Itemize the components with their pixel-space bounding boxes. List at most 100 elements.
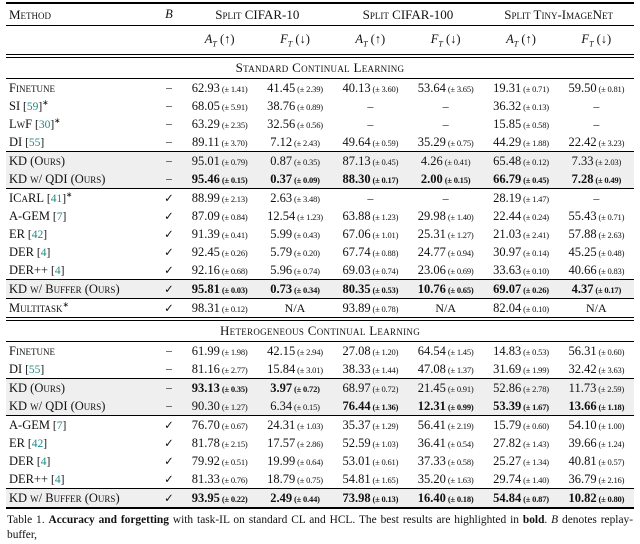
value-cell: 36.79 (± 2.16) [559,472,634,487]
metric-value: 52.59 [342,435,371,450]
std-dev: (± 1.88) [521,137,549,148]
citation-number[interactable]: 42 [31,228,44,241]
buffer-checkmark: ✓ [164,284,174,296]
metric-value: 40.66 [568,262,597,277]
citation-number[interactable]: 30 [38,119,51,132]
table-row: KD w/ Buffer (Ours) ✓ 93.95 (± 0.22) 2.49 (… [6,489,634,507]
value-cell: 53.64 (± 3.65) [408,81,483,96]
citation-number[interactable]: 42 [31,437,44,450]
metric-direction-arrow: (↓) [442,31,461,46]
group-separator-rule [6,188,634,189]
std-dev: (± 0.35) [219,383,248,394]
metric-value: 56.41 [417,417,446,432]
method-name: A-GEM [9,417,50,432]
citation-link[interactable]: [4] [34,456,50,468]
citation-link[interactable]: [7] [50,211,66,223]
std-dev: (± 1.40) [521,474,549,485]
method-label: A-GEM [7] [6,418,156,433]
citation-link[interactable]: [42] [25,438,47,450]
metric-value: 66.79 [493,171,522,186]
citation-link[interactable]: [30] [32,119,54,131]
citation-number[interactable]: 7 [56,419,63,432]
value-cell: 88.99 (± 2.13) [182,191,257,206]
citation-bracket: ] [62,193,67,206]
buffer-dash: – [166,82,172,94]
value-cell: 18.79 (± 0.75) [257,472,332,487]
table-caption: Table 1. Accuracy and forgetting with ta… [6,513,634,544]
citation-number[interactable]: 4 [54,264,61,277]
std-dev: (± 1.41) [219,83,248,94]
value-cell: 57.88 (± 2.63) [559,227,634,242]
metric-value: 81.78 [191,435,220,450]
method-label: DER [4] [6,454,156,469]
metric-value: 15.79 [493,417,522,432]
buffer-dash: – [166,136,172,148]
citation-link[interactable]: [4] [34,247,50,259]
citation-number[interactable]: 55 [28,136,41,149]
std-dev: (± 0.43) [292,229,320,240]
method-label: LwF [30]∗ [6,116,156,132]
metric-value: 38.33 [342,361,371,376]
citation-number[interactable]: 4 [54,473,61,486]
method-label: ICaRL [41]∗ [6,190,156,206]
std-dev: (± 1.44) [370,364,399,375]
std-dev: (± 2.94) [295,346,323,357]
std-dev: (± 3.60) [370,83,399,94]
metric-value: 59.50 [568,80,597,95]
citation-number[interactable]: 55 [28,363,41,376]
citation-number[interactable]: 4 [40,246,47,259]
citation-number[interactable]: 41 [50,193,63,206]
value-cell: 40.13 (± 3.60) [333,81,408,96]
citation-link[interactable]: [55] [22,137,44,149]
method-name: DER [9,453,34,468]
value-cell: 28.19 (± 1.47) [483,191,558,206]
value-cell: 0.87 (± 0.35) [257,154,332,169]
citation-link[interactable]: [4] [48,474,64,486]
citation-link[interactable]: [7] [50,420,66,432]
value-cell: 87.13 (± 0.45) [333,154,408,169]
metric-value: 2.63 [270,190,293,205]
metric-value: 63.29 [191,116,220,131]
citation-number[interactable]: 59 [26,101,39,114]
value-cell: – [408,117,483,132]
method-label: Multitask∗ [6,300,156,316]
citation-bracket: [ [22,363,29,376]
metric-value: 82.04 [493,300,522,315]
std-dev: (± 0.60) [521,420,549,431]
missing-value: – [367,190,374,205]
value-cell: 42.15 (± 2.94) [257,344,332,359]
metric-value: 36.79 [568,471,597,486]
std-dev: (± 1.36) [370,401,399,412]
value-cell: 11.73 (± 2.59) [559,381,634,396]
subheader-double-rule [6,54,634,58]
section-rule [6,78,634,79]
caption-text: Table 1. [7,514,49,526]
method-name: LwF [9,117,33,132]
citation-link[interactable]: [55] [22,364,44,376]
metric-value: 61.99 [191,343,220,358]
std-dev: (± 0.13) [370,493,399,504]
missing-value: – [442,98,449,113]
citation-link[interactable]: [41] [44,193,66,205]
citation-number[interactable]: 7 [56,210,63,223]
metric-value: 88.99 [191,190,220,205]
method-label: A-GEM [7] [6,209,156,224]
citation-link[interactable]: [42] [25,229,47,241]
std-dev: (± 0.80) [596,493,625,504]
value-cell: 4.26 (± 0.41) [408,154,483,169]
std-dev: (± 2.86) [295,438,323,449]
metric-value: 17.57 [267,435,296,450]
group-header-split-tiny-imagenet: Split Tiny-ImageNet [504,6,614,22]
table-row: A-GEM [7] ✓ 87.09 (± 0.84) 12.54 (± 1.23) 63… [6,207,634,225]
method-name: ER [9,226,25,241]
citation-number[interactable]: 4 [40,455,47,468]
method-label: ER [42] [6,227,156,242]
value-cell: 54.81 (± 1.65) [333,472,408,487]
value-cell: 27.82 (± 1.43) [483,436,558,451]
citation-link[interactable]: [4] [48,265,64,277]
value-cell: 45.25 (± 0.48) [559,245,634,260]
method-name: ER [9,435,25,450]
citation-link[interactable]: [59] [20,101,42,113]
value-cell: – [333,117,408,132]
metric-value: 67.74 [342,244,371,259]
